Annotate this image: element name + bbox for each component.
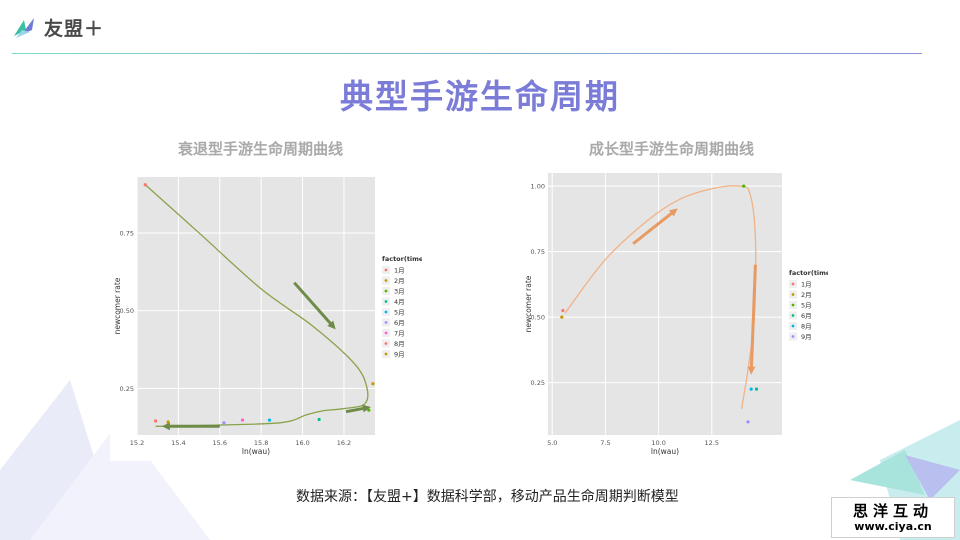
- y-tick-label: 0.75: [120, 229, 134, 237]
- legend-dot: [384, 310, 388, 314]
- data-point-8月: [154, 419, 158, 423]
- legend-label: 9月: [801, 333, 812, 341]
- data-point-1月: [561, 308, 565, 313]
- legend-label: 8月: [801, 323, 812, 331]
- legend-dot: [791, 314, 795, 317]
- legend-label: 8月: [394, 340, 405, 348]
- trend-arrow: [632, 211, 674, 245]
- data-point-8月: [749, 387, 753, 391]
- x-tick-label: 15.2: [130, 439, 144, 447]
- data-point-4月: [317, 417, 321, 422]
- y-tick-label: 0.75: [531, 248, 545, 256]
- data-point-6月: [222, 421, 226, 425]
- legend-label: 2月: [801, 291, 812, 299]
- trend-arrow-head: [327, 320, 336, 330]
- legend-label: 6月: [394, 319, 405, 327]
- data-point-5月: [267, 418, 272, 422]
- data-point-7月: [240, 418, 245, 422]
- legend-label: 1月: [801, 281, 812, 289]
- trend-arrow-head: [747, 366, 756, 375]
- x-tick-label: 15.4: [171, 439, 185, 447]
- data-point-1月: [143, 183, 147, 187]
- logo: 友盟＋: [12, 14, 104, 41]
- y-tick-label: 0.25: [531, 379, 545, 387]
- legend-dot: [384, 352, 388, 356]
- plot-panel: [137, 177, 375, 435]
- legend-label: 5月: [394, 309, 405, 317]
- legend-dot: [791, 282, 795, 286]
- x-tick-label: 16.0: [295, 439, 309, 447]
- legend-dot: [791, 303, 795, 307]
- y-axis-label: newcomer rate: [113, 277, 122, 334]
- legend-dot: [791, 293, 795, 296]
- trend-arrow-head: [668, 208, 678, 217]
- x-axis-label: ln(wau): [651, 447, 679, 456]
- x-tick-label: 15.6: [213, 439, 227, 447]
- legend-dot: [384, 300, 388, 303]
- trend-arrow: [345, 406, 365, 414]
- data-point-9月: [166, 420, 170, 424]
- legend-label: 1月: [394, 267, 405, 275]
- data-point-2月: [371, 382, 375, 386]
- legend-dot: [384, 321, 388, 324]
- legend-label: 7月: [394, 330, 405, 338]
- legend-label: 5月: [801, 302, 812, 310]
- data-source-note: 数据来源：【友盟+】数据科学部，移动产品生命周期判断模型: [296, 489, 679, 505]
- page-title: 典型手游生命周期: [340, 77, 620, 116]
- x-tick-label: 15.8: [254, 439, 268, 447]
- data-point-6月: [754, 387, 759, 391]
- data-point-2月: [560, 315, 564, 319]
- lifecycle-curve: [144, 184, 369, 427]
- y-tick-label: 0.50: [531, 314, 545, 322]
- trend-arrow: [293, 281, 333, 326]
- legend-label: 6月: [801, 312, 812, 320]
- legend-title: factor(time): [382, 255, 422, 263]
- data-point-5月: [742, 184, 746, 188]
- x-tick-label: 12.5: [705, 439, 719, 447]
- legend-label: 2月: [394, 277, 405, 285]
- data-point-3月: [367, 408, 371, 412]
- y-axis-label: newcomer rate: [524, 275, 533, 332]
- y-tick-label: 0.50: [120, 307, 134, 315]
- decline-lifecycle-chart: 15.2 15.4 15.6 15.8 16.0 16.2 0.25 0.50 0.75 ln(w…: [110, 171, 422, 461]
- watermark-url: www.ciya.cn: [854, 520, 932, 533]
- y-tick-label: 0.25: [120, 385, 134, 393]
- logo-text: 友盟＋: [44, 18, 105, 40]
- watermark-title: 思洋互动: [852, 502, 933, 520]
- plot-panel: [548, 173, 782, 435]
- legend-dot: [384, 289, 388, 293]
- legend-label: 3月: [394, 288, 405, 296]
- header-divider: [12, 53, 922, 54]
- legend-label: 9月: [394, 351, 405, 359]
- growth-lifecycle-chart: 5.0 7.5 10.0 12.5 0.25 0.50 0.75 1.00 ln(wau) new…: [521, 171, 828, 461]
- y-tick-label: 1.00: [531, 183, 545, 191]
- trend-arrow-head: [362, 404, 371, 413]
- x-tick-label: 10.0: [651, 439, 665, 447]
- legend-dot: [791, 335, 795, 338]
- legend-dot: [384, 268, 388, 272]
- data-point-9月: [746, 420, 750, 424]
- chart-right-title: 成长型手游生命周期曲线: [589, 140, 755, 158]
- legend-title: factor(time): [789, 269, 828, 277]
- watermark: 思洋互动 www.ciya.cn: [831, 497, 955, 538]
- legend-dot: [384, 342, 388, 345]
- x-tick-label: 5.0: [547, 439, 557, 447]
- legend-label: 4月: [394, 298, 405, 306]
- trend-arrow: [749, 264, 757, 369]
- legend-dot: [384, 279, 388, 282]
- x-tick-label: 7.5: [600, 439, 610, 447]
- trend-arrow-head: [161, 422, 170, 431]
- legend-dot: [791, 324, 795, 328]
- chart-left-title: 衰退型手游生命周期曲线: [178, 140, 344, 158]
- x-tick-label: 16.2: [337, 439, 351, 447]
- legend-dot: [384, 331, 388, 335]
- x-axis-label: ln(wau): [242, 447, 270, 456]
- logo-bird-icon: [14, 17, 34, 38]
